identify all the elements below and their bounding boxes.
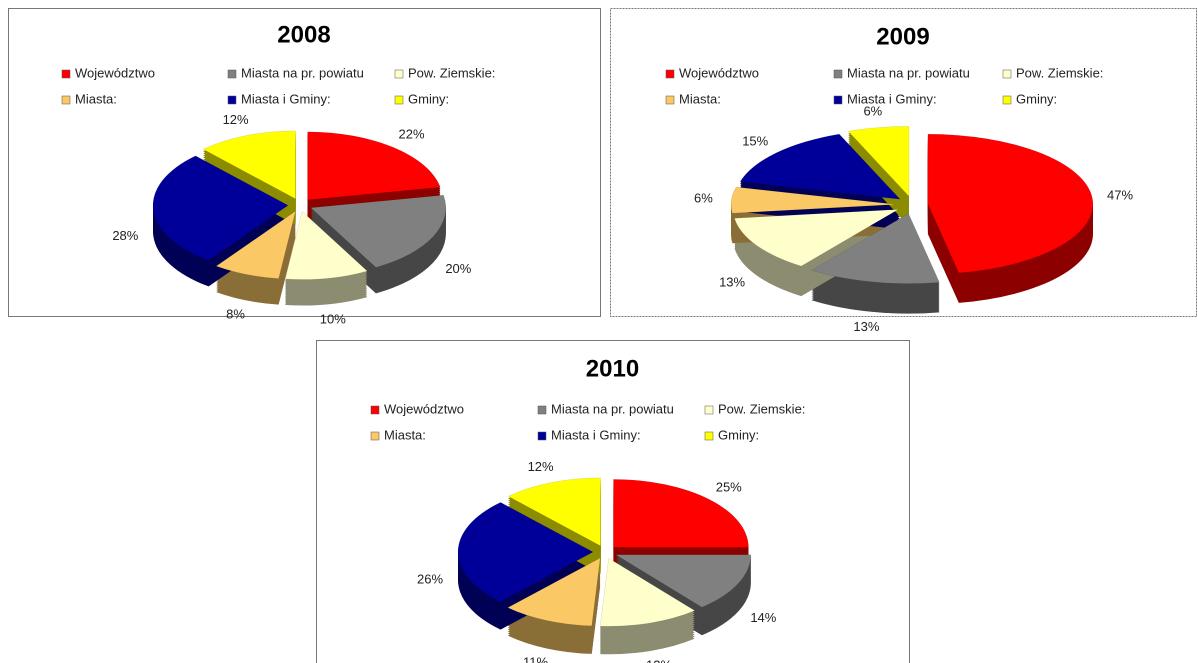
value-label: 13%	[853, 319, 879, 334]
value-label: 25%	[716, 479, 742, 494]
legend-swatch	[370, 431, 380, 441]
legend-label: Miasta:	[679, 91, 721, 106]
slice	[739, 133, 901, 200]
slice	[152, 155, 289, 261]
chart-title: 2009	[876, 23, 929, 50]
slice	[215, 210, 296, 279]
value-label: 14%	[750, 610, 776, 625]
legend-label: Miasta i Gminy:	[551, 427, 641, 442]
legend-swatch	[61, 95, 71, 105]
legend-label: Pow. Ziemskie:	[718, 401, 805, 416]
legend-label: Pow. Ziemskie:	[408, 65, 495, 80]
legend-swatch	[1002, 95, 1012, 105]
slice	[307, 131, 441, 201]
panel-border	[316, 340, 910, 663]
value-label: 28%	[112, 228, 138, 243]
legend-label: Miasta:	[384, 427, 426, 442]
slice	[457, 502, 594, 602]
legend-swatch	[394, 69, 404, 79]
slice	[599, 557, 696, 627]
value-label: 47%	[1107, 188, 1133, 203]
value-label: 6%	[863, 103, 882, 118]
panel-border	[610, 8, 1197, 317]
value-label: 10%	[320, 311, 346, 326]
value-label: 20%	[445, 261, 471, 276]
slice	[847, 126, 910, 197]
legend-swatch	[394, 95, 404, 105]
legend-swatch	[370, 405, 380, 415]
value-label: 22%	[399, 127, 425, 142]
chart-title: 2008	[277, 21, 330, 48]
value-label: 12%	[223, 112, 249, 127]
legend-swatch	[227, 69, 237, 79]
legend-swatch	[704, 405, 714, 415]
legend-label: Pow. Ziemskie:	[1016, 65, 1103, 80]
panel-border	[8, 8, 601, 317]
legend-label: Gminy:	[1016, 91, 1057, 106]
chart-title: 2010	[586, 355, 639, 382]
value-label: 12%	[646, 658, 672, 663]
legend-swatch	[61, 69, 71, 79]
legend-label: Województwo	[384, 401, 464, 416]
legend-label: Miasta na pr. powiatu	[241, 65, 364, 80]
legend-label: Gminy:	[408, 91, 449, 106]
legend-swatch	[665, 95, 675, 105]
slice	[507, 557, 601, 627]
slice	[285, 211, 368, 280]
slice	[613, 479, 749, 548]
value-label: 8%	[226, 307, 245, 322]
legend-swatch	[665, 69, 675, 79]
legend-label: Miasta na pr. powiatu	[551, 401, 674, 416]
slice	[310, 194, 447, 268]
value-label: 13%	[719, 275, 745, 290]
slice	[810, 213, 940, 284]
legend-label: Województwo	[679, 65, 759, 80]
legend-swatch	[537, 405, 547, 415]
legend-label: Miasta:	[75, 91, 117, 106]
slice	[734, 209, 899, 267]
legend-swatch	[537, 431, 547, 441]
slice	[927, 133, 1094, 274]
legend-swatch	[227, 95, 237, 105]
slice	[202, 130, 296, 200]
legend-label: Miasta i Gminy:	[241, 91, 331, 106]
legend-label: Miasta na pr. powiatu	[847, 65, 970, 80]
legend-swatch	[704, 431, 714, 441]
legend-label: Gminy:	[718, 427, 759, 442]
legend-swatch	[833, 69, 843, 79]
slice	[507, 477, 601, 547]
legend-label: Województwo	[75, 65, 155, 80]
value-label: 15%	[742, 134, 768, 149]
legend-label: Miasta i Gminy:	[847, 91, 937, 106]
value-label: 6%	[694, 190, 713, 205]
value-label: 12%	[528, 459, 554, 474]
value-label: 11%	[523, 655, 548, 663]
value-label: 26%	[417, 571, 443, 586]
legend-swatch	[833, 95, 843, 105]
slice	[730, 186, 897, 214]
slice	[614, 554, 752, 608]
legend-swatch	[1002, 69, 1012, 79]
